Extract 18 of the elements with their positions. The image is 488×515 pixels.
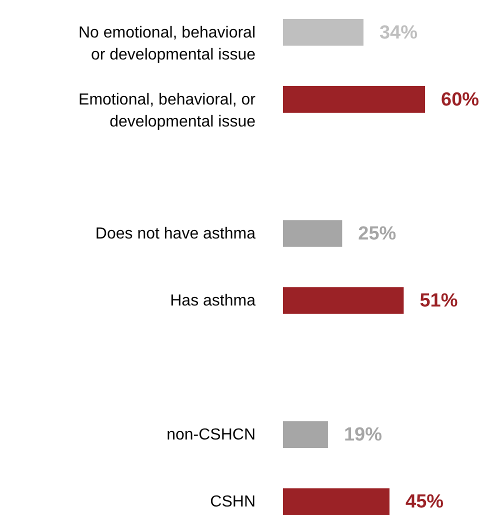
bar bbox=[283, 19, 364, 46]
y-tick-label: No emotional, behavioral or developmental issue bbox=[78, 24, 256, 64]
bar bbox=[283, 488, 390, 515]
y-tick-label: Emotional, behavioral, or developmental issue bbox=[78, 91, 256, 130]
data-label: 51% bbox=[420, 290, 458, 312]
data-label: 25% bbox=[358, 223, 396, 244]
data-label: 19% bbox=[344, 424, 382, 446]
data-label: 45% bbox=[406, 492, 444, 513]
y-tick-label: Has asthma bbox=[170, 292, 256, 310]
bar bbox=[283, 287, 404, 314]
bar bbox=[283, 421, 328, 448]
data-label: 60% bbox=[441, 89, 480, 110]
y-tick-label: non-CSHCN bbox=[166, 426, 256, 444]
bar bbox=[283, 86, 425, 113]
data-label: 34% bbox=[379, 22, 418, 44]
y-tick-label: CSHN bbox=[210, 494, 256, 511]
y-tick-label: Does not have asthma bbox=[95, 225, 256, 242]
bar bbox=[283, 220, 342, 247]
